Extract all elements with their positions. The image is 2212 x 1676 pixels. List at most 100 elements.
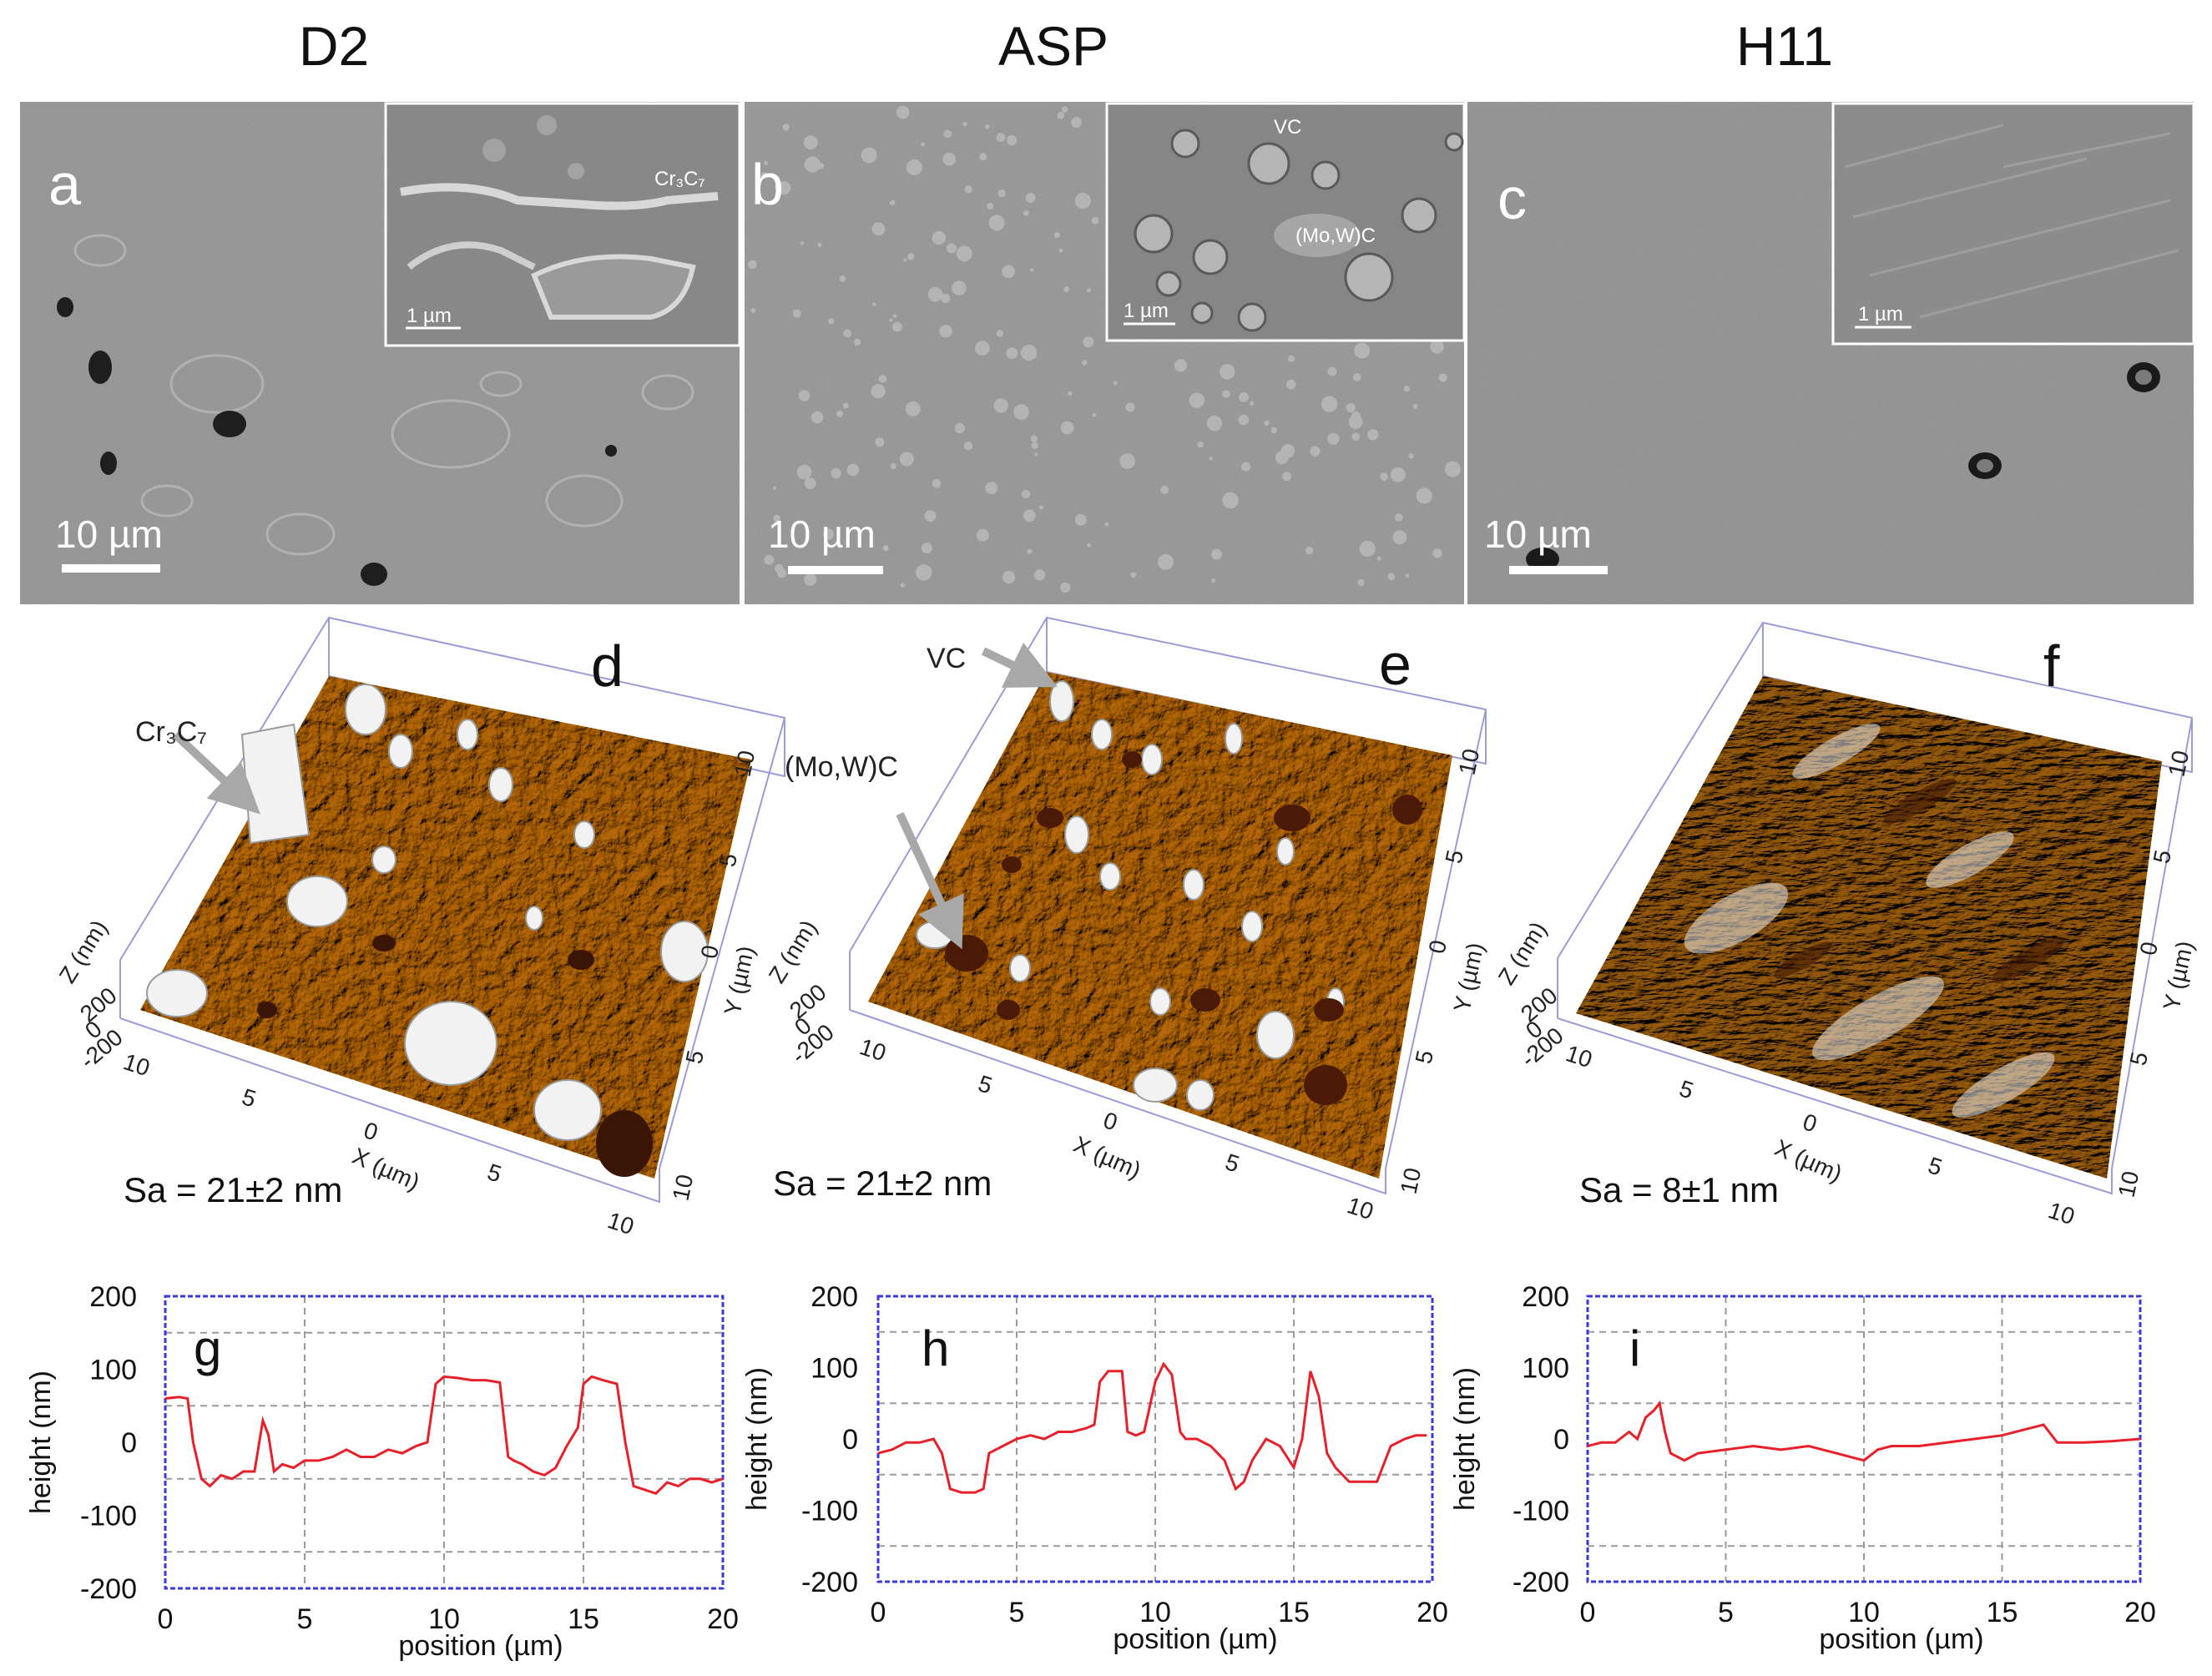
afm-e-z-label: Z (nm) (764, 916, 822, 987)
x-tick-label: 0 (1580, 1597, 1596, 1628)
carbide-particle (1104, 522, 1109, 527)
carbide-particle (905, 401, 921, 416)
afm-f-x-tick-2: 0 (1800, 1108, 1820, 1137)
carbide-particle (1013, 404, 1029, 420)
carbide-particle (1405, 573, 1410, 578)
sem-scalebar-label-b: 10 µm (768, 512, 876, 556)
profile-chart-h: 200 100 0 -100 -200 0 5 10 15 20 position (µm) heig… (741, 1281, 1448, 1655)
afm-e-x-tick-2: 0 (1100, 1107, 1120, 1135)
carbide-particle (975, 341, 990, 356)
y-tick-label: -200 (80, 1573, 137, 1605)
panel-letter-i: i (1629, 1320, 1640, 1376)
afm-f-x-tick-4: 10 (2045, 1197, 2078, 1229)
afm-e-y-tick-1: 5 (1441, 848, 1469, 866)
x-tick-label: 20 (2124, 1597, 2156, 1628)
afm-d-y-tick-0: 10 (730, 748, 760, 779)
afm-e-x-tick-1: 5 (975, 1070, 995, 1098)
panel-letter-g: g (194, 1320, 221, 1376)
carbide-particle (1060, 582, 1071, 593)
profile-chart-g: 200 100 0 -100 -200 0 5 10 15 20 position (µm) heig… (25, 1281, 739, 1662)
carbide-particle (839, 275, 846, 282)
afm-f-z-tick-0: 200 (1516, 982, 1563, 1027)
afm-e-y-tick-3: 5 (1411, 1048, 1439, 1067)
carbide-particle (1357, 578, 1365, 587)
carbide-particle (803, 135, 818, 150)
carbide-particle (952, 280, 967, 295)
afm-d-x-tick-4: 10 (604, 1207, 637, 1239)
carbide-particle (764, 554, 775, 565)
carbide-particle (760, 171, 768, 179)
carbide-particle (1367, 429, 1379, 441)
carbide-particle (1392, 530, 1407, 545)
carbide-particle (1197, 442, 1204, 448)
afm-d-x-label: X (µm) (349, 1143, 424, 1195)
afm-e-z-tick-0: 200 (785, 979, 831, 1024)
y-tick-label: 100 (1522, 1353, 1569, 1385)
inset-label-vc: VC (1274, 116, 1301, 139)
carbide-particle (987, 202, 994, 210)
column-title-d2: D2 (299, 15, 369, 77)
x-tick-label: 10 (428, 1603, 460, 1635)
carbide-particle (843, 329, 852, 338)
afm-f-z-label: Z (nm) (1493, 917, 1552, 989)
carbide-particle (924, 510, 937, 522)
afm-arrow-label-mowc: (Mo,W)C (785, 751, 898, 783)
carbide-particle (777, 181, 791, 195)
afm-arrow-label-vc: VC (927, 643, 966, 674)
sem-scalebar-label-a: 10 µm (55, 512, 163, 556)
panel-letter-h: h (922, 1320, 949, 1376)
afm-e-x-tick-0: 10 (856, 1033, 889, 1066)
carbide-particle (890, 463, 896, 470)
sem-panel-a: Cr₃C₇ 1 µm a 10 µm (20, 102, 741, 604)
afm-f-y-tick-1: 5 (2149, 848, 2177, 866)
carbide-particle (1063, 286, 1070, 292)
afm-f-z-tick-2: -200 (1516, 1022, 1568, 1073)
carbide-particle (1074, 513, 1087, 526)
carbide-particle (1119, 453, 1135, 469)
y-tick-label: 100 (811, 1353, 858, 1385)
afm-d-y-label: Y (µm) (720, 944, 760, 1018)
afm-d-x-tick-1: 5 (239, 1083, 259, 1112)
carbide-particle (1408, 453, 1414, 459)
carbide-particle (1275, 451, 1289, 465)
carbide-particle (1380, 472, 1388, 481)
carbide-particle (964, 185, 972, 194)
carbide-particle (1288, 355, 1295, 362)
y-tick-label: 0 (842, 1424, 858, 1456)
afm-e-x-tick-3: 5 (1222, 1148, 1242, 1177)
carbide-particle (942, 152, 956, 166)
carbide-particle (1125, 402, 1135, 412)
carbide-particle (1354, 342, 1371, 359)
carbide-particle (846, 463, 860, 477)
carbide-particle (1025, 193, 1036, 203)
carbide-particle (817, 243, 822, 247)
carbide-particle (906, 159, 922, 175)
carbide-particle (962, 121, 967, 127)
inset-scalebar-b: 1 µm (1124, 300, 1169, 322)
carbide-particle (922, 543, 932, 554)
sem-panel-b: VC (Mo,W)C 1 µm b 10 µm (745, 102, 1466, 604)
carbide-particle (1432, 548, 1442, 558)
afm-e-y-tick-2: 0 (1424, 938, 1452, 957)
carbide-particle (873, 227, 882, 236)
carbide-particle (890, 199, 896, 205)
carbide-particle (777, 568, 786, 578)
carbide-particle (1081, 360, 1088, 366)
carbide-particle (1023, 509, 1036, 522)
carbide-particle (1270, 427, 1277, 434)
carbide-particle (1057, 111, 1065, 119)
x-axis-label: position (µm) (398, 1630, 563, 1662)
carbide-particle (1310, 446, 1321, 457)
carbide-particle (772, 486, 777, 490)
carbide-particle (831, 467, 841, 479)
x-tick-label: 15 (1987, 1597, 2018, 1628)
carbide-particle (748, 260, 757, 270)
carbide-particle (1390, 467, 1406, 482)
carbide-particle (822, 528, 835, 540)
profile-series-line (1587, 1400, 2141, 1462)
carbide-particle (1034, 569, 1046, 581)
carbide-particle (963, 442, 973, 451)
carbide-particle (1002, 570, 1016, 584)
